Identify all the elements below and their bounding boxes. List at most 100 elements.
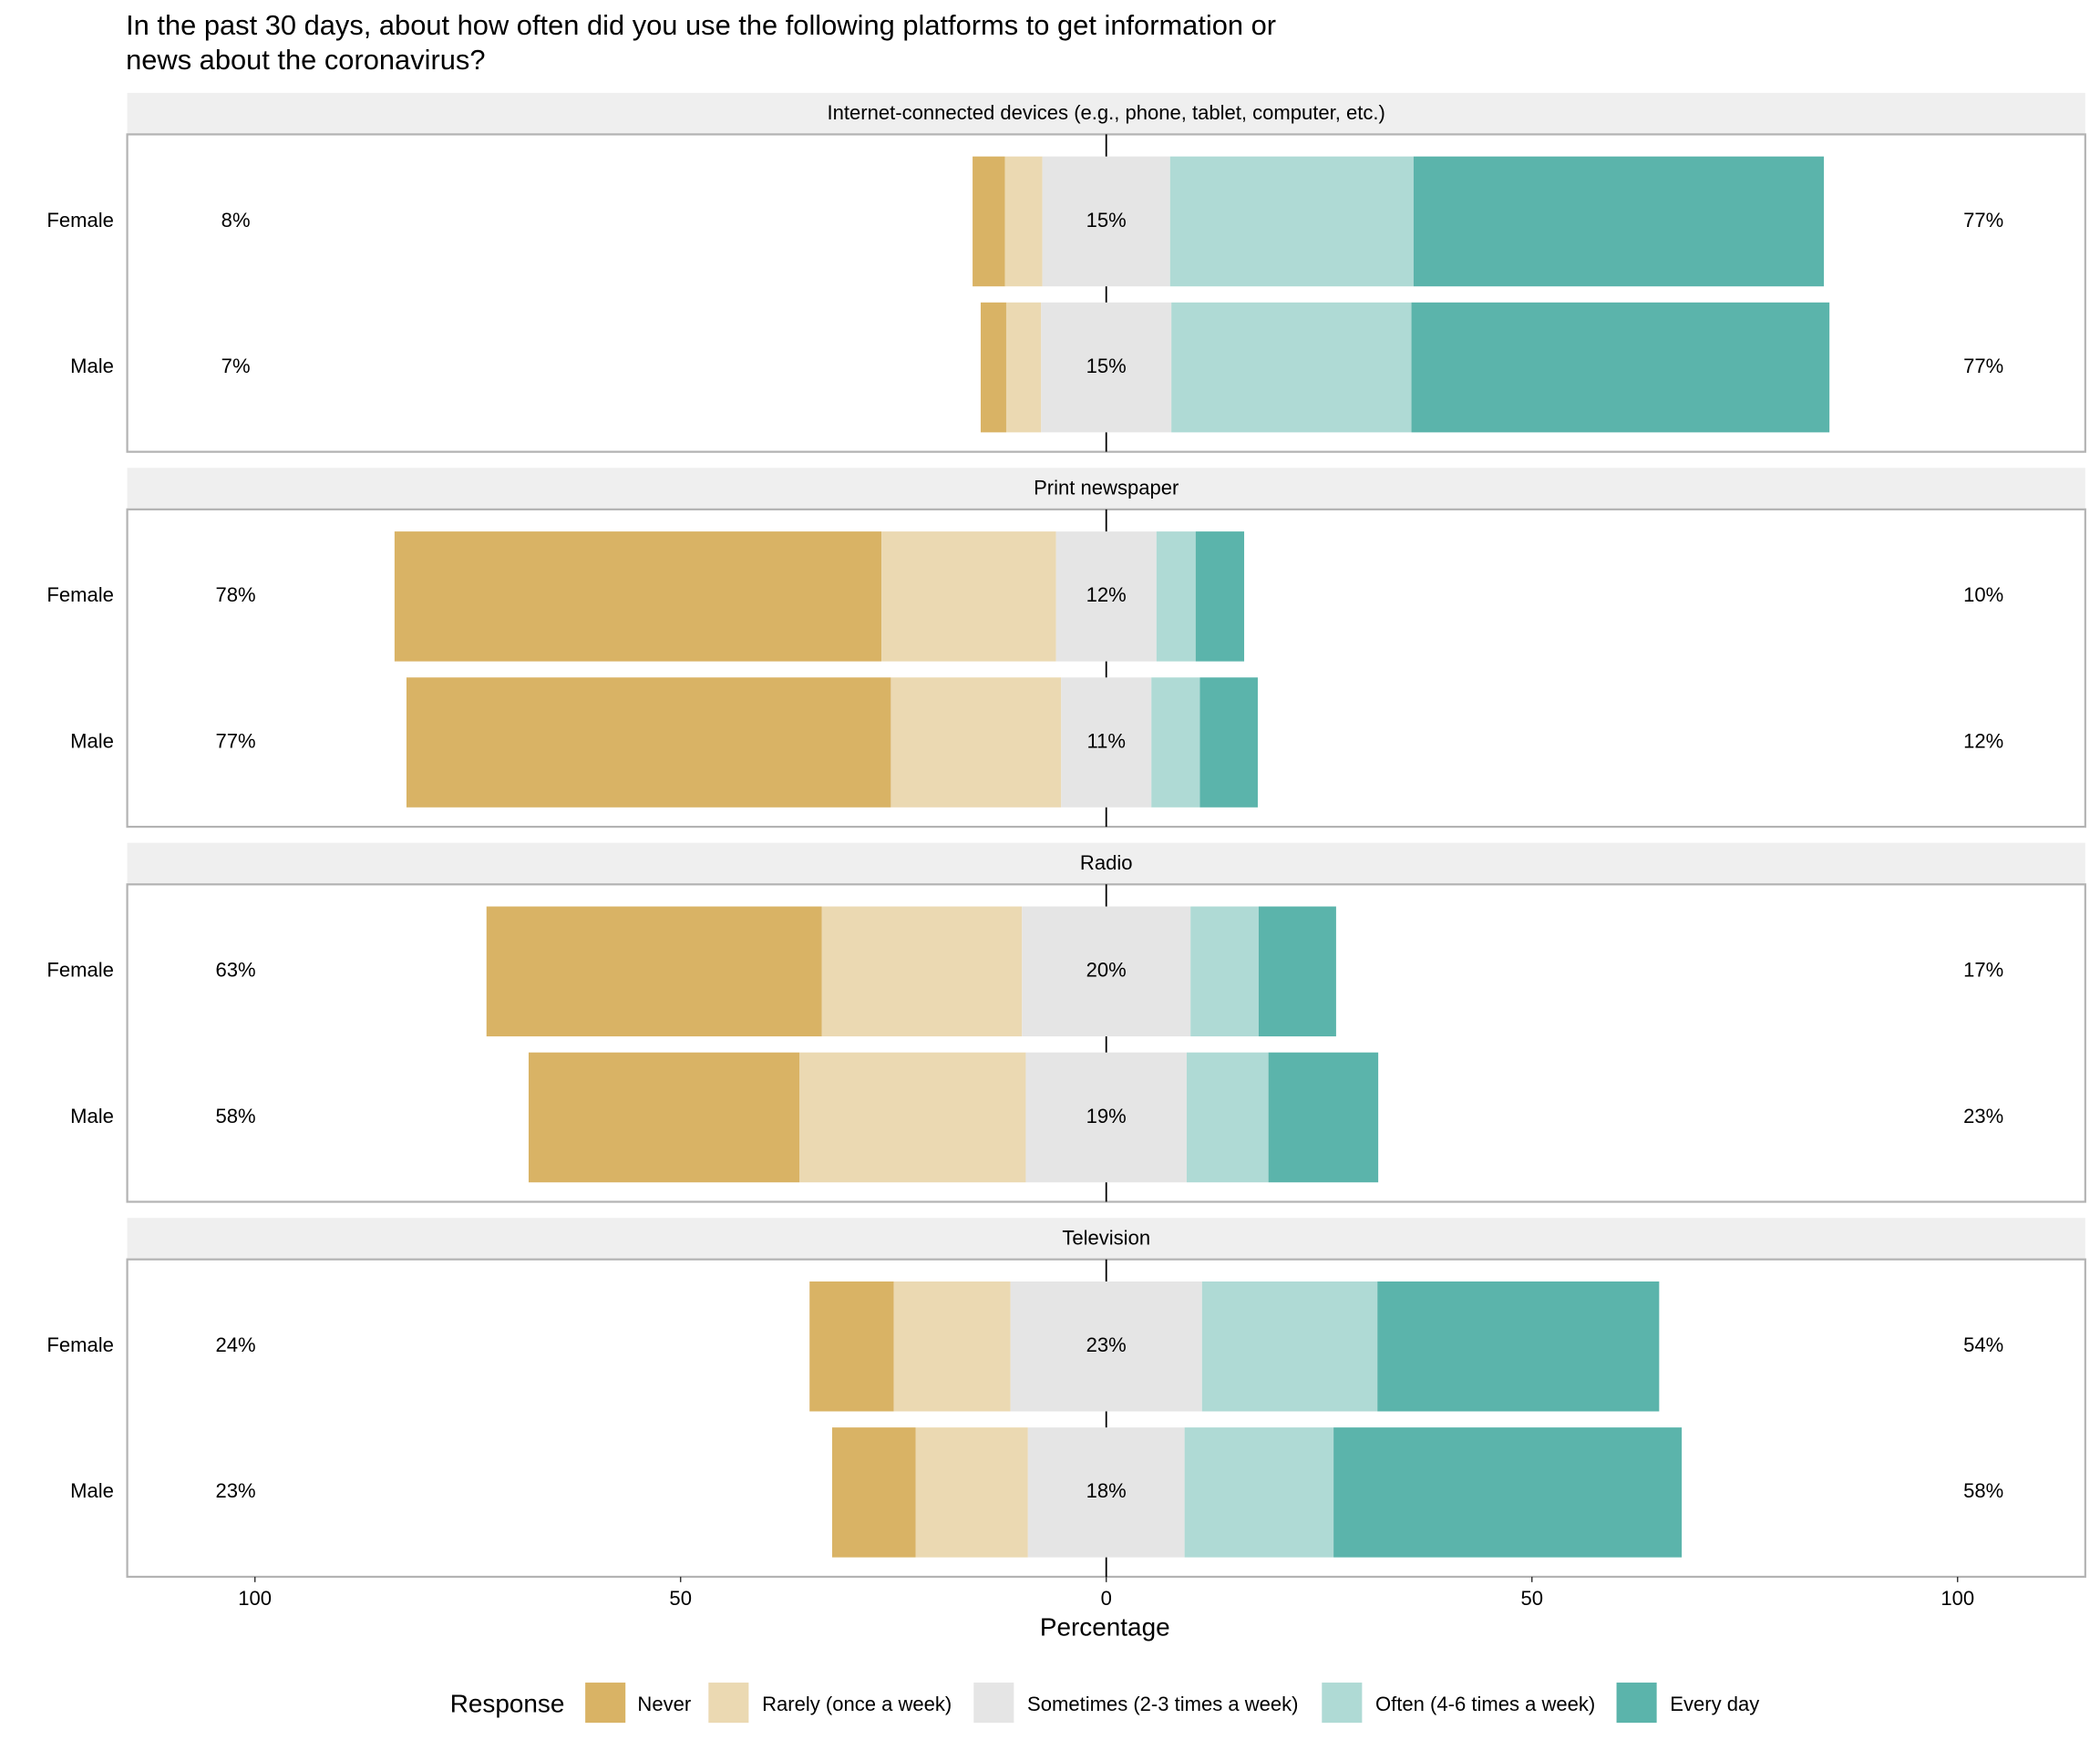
strip <box>127 468 2085 510</box>
value-label: 23% <box>1086 1333 1127 1356</box>
bar-segment <box>486 906 822 1037</box>
legend-key <box>1322 1683 1363 1724</box>
bar-segment <box>1042 156 1170 287</box>
high-label: 77% <box>1963 355 2003 377</box>
value-label: 15% <box>1086 209 1127 232</box>
y-tick-label: Male <box>70 729 114 752</box>
bar-segment <box>1041 302 1172 433</box>
bar-segment <box>809 1281 894 1412</box>
high-label: 12% <box>1963 729 2003 752</box>
bar-segment <box>1186 1052 1269 1183</box>
value-label: 11% <box>1086 729 1125 752</box>
bar-segment <box>1061 677 1152 808</box>
legend-key <box>708 1683 749 1724</box>
value-label: 18% <box>1086 1479 1127 1502</box>
bar-segment <box>1027 1427 1185 1558</box>
bar-segment <box>1156 531 1196 662</box>
legend-key <box>973 1683 1014 1724</box>
x-tick-label: 50 <box>1520 1587 1543 1610</box>
y-tick-label: Female <box>46 583 113 606</box>
panel-title: Radio <box>1080 851 1133 874</box>
legend-label: Never <box>637 1693 691 1715</box>
panel-title: Print newspaper <box>1034 477 1179 499</box>
bar-segment <box>1151 677 1200 808</box>
bar-segment <box>1004 156 1043 287</box>
bar-segment <box>528 1052 800 1183</box>
low-label: 78% <box>216 583 256 606</box>
bar-segment <box>980 302 1006 433</box>
value-label: 20% <box>1086 959 1127 982</box>
strip <box>127 92 2085 135</box>
value-label: 15% <box>1086 355 1127 377</box>
bar-segment <box>1005 302 1042 433</box>
bar-segment <box>1201 1281 1378 1412</box>
strip <box>127 842 2085 885</box>
bar-segment <box>890 677 1062 808</box>
x-tick-label: 50 <box>669 1587 692 1610</box>
bar-segment <box>821 906 1023 1037</box>
x-axis-label: Percentage <box>1040 1613 1170 1642</box>
strip <box>127 1218 2085 1260</box>
bar-segment <box>881 531 1056 662</box>
bar-segment <box>1195 531 1245 662</box>
low-label: 77% <box>216 729 256 752</box>
y-tick-label: Female <box>46 209 113 232</box>
bar-segment <box>973 156 1005 287</box>
bar-segment <box>799 1052 1026 1183</box>
legend-label: Rarely (once a week) <box>762 1693 952 1715</box>
y-tick-label: Male <box>70 355 114 377</box>
low-label: 24% <box>216 1333 256 1356</box>
y-tick-label: Female <box>46 1333 113 1356</box>
bar-segment <box>1268 1052 1379 1183</box>
y-tick-label: Male <box>70 1105 114 1127</box>
low-label: 63% <box>216 959 256 982</box>
legend-label: Every day <box>1670 1693 1759 1715</box>
bar-segment <box>406 677 891 808</box>
bar-segment <box>831 1427 916 1558</box>
y-tick-label: Male <box>70 1479 114 1502</box>
high-label: 10% <box>1963 583 2003 606</box>
bar-segment <box>394 531 882 662</box>
low-label: 23% <box>216 1479 256 1502</box>
bar-segment <box>1169 156 1414 287</box>
value-label: 12% <box>1086 583 1127 606</box>
bar-segment <box>893 1281 1011 1412</box>
high-label: 58% <box>1963 1479 2003 1502</box>
bar-segment <box>1025 1052 1187 1183</box>
high-label: 77% <box>1963 209 2003 232</box>
high-label: 23% <box>1963 1105 2003 1127</box>
bar-segment <box>1184 1427 1334 1558</box>
bar-segment <box>1333 1427 1683 1558</box>
bar-segment <box>1258 906 1336 1037</box>
x-tick-label: 100 <box>238 1587 272 1610</box>
high-label: 17% <box>1963 959 2003 982</box>
x-tick-label: 0 <box>1101 1587 1112 1610</box>
chart-title: news about the coronavirus? <box>126 44 485 76</box>
bar-segment <box>1377 1281 1660 1412</box>
low-label: 58% <box>216 1105 256 1127</box>
bar-segment <box>1413 156 1825 287</box>
panel-title: Television <box>1062 1227 1150 1250</box>
high-label: 54% <box>1963 1333 2003 1356</box>
panel-title: Internet-connected devices (e.g., phone,… <box>828 101 1385 124</box>
bar-segment <box>1022 906 1191 1037</box>
legend-key <box>1616 1683 1657 1724</box>
bar-segment <box>1055 531 1157 662</box>
legend-label: Often (4-6 times a week) <box>1375 1693 1595 1715</box>
low-label: 8% <box>221 209 251 232</box>
chart-title: In the past 30 days, about how often did… <box>126 9 1276 41</box>
bar-segment <box>915 1427 1028 1558</box>
x-tick-label: 100 <box>1940 1587 1974 1610</box>
bar-segment <box>1190 906 1259 1037</box>
bar-segment <box>1411 302 1830 433</box>
value-label: 19% <box>1086 1105 1127 1127</box>
legend-label: Sometimes (2-3 times a week) <box>1027 1693 1299 1715</box>
bar-segment <box>1171 302 1412 433</box>
bar-segment <box>1199 677 1258 808</box>
legend-key <box>585 1683 626 1724</box>
y-tick-label: Female <box>46 959 113 982</box>
low-label: 7% <box>221 355 251 377</box>
legend-title: Response <box>450 1689 565 1717</box>
bar-segment <box>1010 1281 1202 1412</box>
